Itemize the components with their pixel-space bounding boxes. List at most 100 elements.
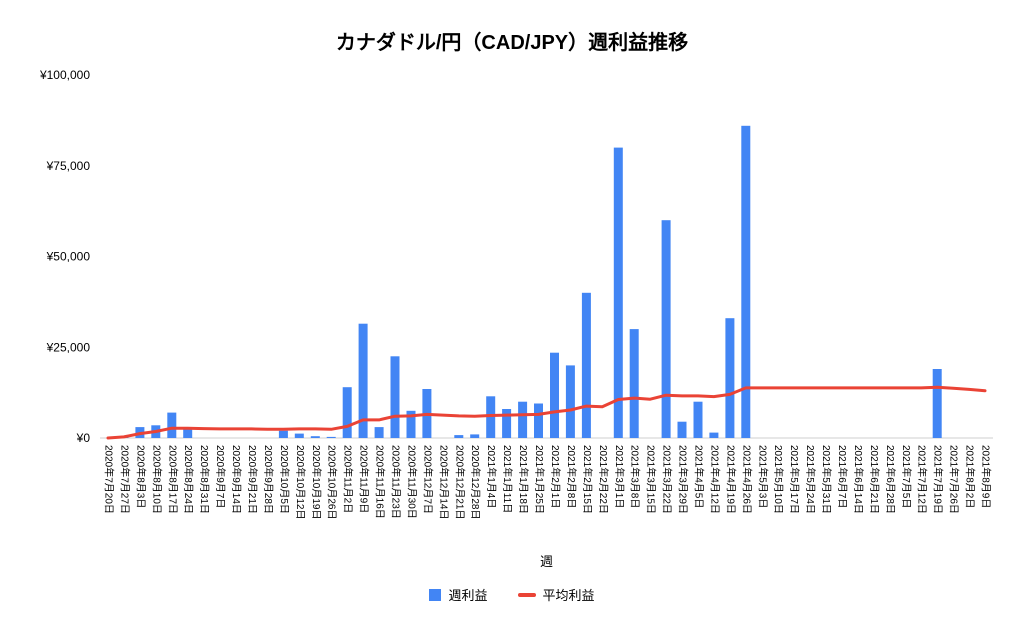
bar-27 (534, 403, 543, 438)
bar-14 (326, 436, 336, 438)
x-tick-label: 2020年8月31日 (198, 445, 211, 514)
x-tick-label: 2021年2月8日 (565, 445, 578, 508)
bar-12 (294, 433, 304, 438)
x-tick-label: 2021年7月26日 (948, 445, 961, 514)
bar-30 (581, 292, 591, 438)
bar-36 (677, 421, 687, 438)
bar-5 (183, 428, 193, 438)
x-tick-label: 2021年4月19日 (724, 445, 737, 514)
bar-29 (565, 365, 575, 438)
bar-33 (629, 329, 639, 438)
legend-label-average-profit: 平均利益 (542, 588, 595, 603)
x-tick-label: 2021年7月19日 (932, 445, 945, 514)
x-tick-label: 2021年7月5日 (900, 445, 913, 508)
bar-24 (486, 396, 496, 438)
x-tick-label: 2020年8月10日 (150, 445, 163, 514)
bar-32 (613, 147, 623, 438)
x-tick-label: 2020年12月14日 (437, 445, 450, 520)
bar-16 (358, 323, 368, 438)
bar-38 (709, 432, 719, 438)
x-tick-label: 2020年12月7日 (421, 445, 434, 514)
y-tick-label: ¥25,000 (46, 340, 91, 354)
x-tick-label: 2021年4月5日 (693, 445, 706, 508)
x-tick-label: 2021年5月17日 (788, 445, 801, 514)
weekly-profit-marker-icon (429, 588, 442, 601)
x-tick-label: 2021年5月10日 (772, 445, 785, 514)
x-tick-label: 2021年3月22日 (661, 445, 674, 514)
x-tick-label: 2021年6月14日 (852, 445, 865, 514)
x-tick-label: 2021年3月1日 (613, 445, 626, 508)
x-tick-label: 2021年1月18日 (517, 445, 530, 514)
x-tick-label: 2021年2月22日 (597, 445, 610, 514)
legend-item-average-profit: 平均利益 (517, 585, 595, 604)
x-tick-label: 2021年6月21日 (868, 445, 881, 514)
x-tick-label: 2021年1月11日 (501, 445, 514, 513)
x-tick-label: 2021年5月3日 (756, 445, 769, 508)
legend-label-weekly-profit: 週利益 (448, 588, 488, 603)
bar-25 (502, 409, 512, 438)
x-tick-label: 2020年11月16日 (374, 445, 387, 519)
bar-40 (741, 125, 751, 439)
x-tick-label: 2021年2月1日 (549, 445, 562, 508)
bar-18 (390, 356, 400, 438)
x-tick-label: 2021年4月26日 (740, 445, 753, 514)
x-tick-label: 2020年12月21日 (453, 445, 466, 520)
x-tick-label: 2020年7月27日 (118, 445, 131, 514)
x-tick-label: 2020年10月26日 (326, 445, 339, 520)
x-tick-label: 2021年5月24日 (804, 445, 817, 514)
x-tick-label: 2021年8月2日 (964, 445, 977, 508)
bar-23 (470, 434, 480, 438)
y-tick-label: ¥100,000 (39, 68, 90, 82)
x-tick-label: 2021年8月9日 (980, 445, 993, 508)
x-tick-label: 2020年11月23日 (390, 445, 403, 519)
x-tick-label: 2020年10月12日 (294, 445, 307, 520)
x-tick-label: 2021年1月4日 (485, 445, 498, 508)
x-tick-label: 2020年11月30日 (406, 445, 419, 519)
x-tick-label: 2021年6月28日 (884, 445, 897, 514)
x-tick-label: 2021年5月31日 (820, 445, 833, 514)
legend-item-weekly-profit: 週利益 (429, 585, 488, 604)
bar-19 (406, 410, 416, 438)
x-tick-label: 2020年9月7日 (214, 445, 227, 508)
x-tick-label: 2020年11月2日 (342, 445, 355, 513)
bar-35 (661, 220, 671, 438)
bar-52 (932, 369, 942, 438)
bar-28 (550, 352, 559, 438)
x-tick-label: 2021年1月25日 (533, 445, 546, 514)
legend: 週利益 平均利益 (0, 585, 1024, 604)
x-tick-label: 2021年3月8日 (629, 445, 642, 508)
x-tick-label: 2021年2月15日 (581, 445, 594, 514)
x-tick-label: 2020年10月19日 (310, 445, 323, 520)
bar-26 (518, 401, 528, 438)
bar-11 (278, 430, 288, 438)
bar-13 (310, 436, 320, 438)
y-tick-label: ¥50,000 (46, 250, 91, 264)
x-tick-label: 2021年3月29日 (677, 445, 690, 514)
x-tick-label: 2020年11月9日 (358, 445, 371, 513)
x-tick-label: 2021年4月12日 (708, 445, 721, 514)
y-tick-label: ¥75,000 (46, 159, 91, 173)
bar-37 (693, 401, 703, 438)
bar-22 (454, 435, 464, 438)
x-tick-label: 2020年9月14日 (230, 445, 243, 514)
average-profit-marker-icon (517, 592, 536, 597)
bar-4 (167, 412, 177, 438)
x-axis-title: 週 (539, 554, 553, 569)
x-tick-label: 2020年8月17日 (166, 445, 179, 514)
chart-title: カナダドル/円（CAD/JPY）週利益推移 (335, 32, 689, 54)
plot-area: ¥0 ¥25,000 ¥50,000 ¥75,000 ¥100,000 2020年7月20… (39, 68, 993, 520)
x-tick-label: 2020年9月28日 (262, 445, 275, 514)
average-line (106, 385, 987, 440)
x-tick-label: 2020年10月5日 (278, 445, 291, 514)
x-tick-label: 2021年3月15日 (645, 445, 658, 514)
y-tick-label: ¥0 (76, 431, 91, 445)
x-tick-label: 2021年6月7日 (836, 445, 849, 508)
x-tick-label: 2020年7月20日 (103, 445, 116, 514)
x-tick-label: 2021年7月12日 (916, 445, 929, 514)
x-tick-label: 2020年12月28日 (469, 445, 482, 520)
bar-39 (725, 318, 735, 438)
x-tick-label: 2020年8月3日 (134, 445, 147, 508)
bar-17 (374, 427, 384, 438)
x-tick-label: 2020年9月21日 (246, 445, 259, 514)
x-tick-label: 2020年8月24日 (182, 445, 195, 514)
